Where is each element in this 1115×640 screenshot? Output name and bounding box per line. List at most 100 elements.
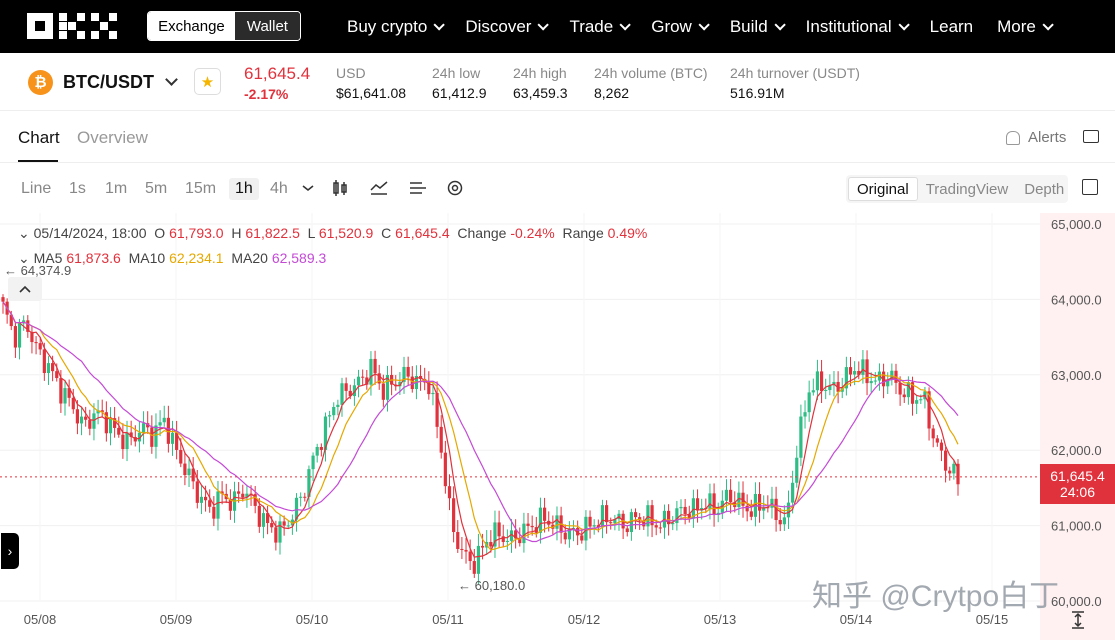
- ma20-value: 62,589.3: [271, 250, 327, 266]
- candle-body: [555, 515, 559, 529]
- candle-body: [71, 397, 75, 410]
- timeframe-1h[interactable]: 1h: [229, 178, 259, 200]
- nav-build[interactable]: Build: [730, 17, 786, 37]
- x-tick-label: 05/08: [24, 612, 57, 627]
- wallet-toggle-button[interactable]: Wallet: [234, 12, 300, 40]
- candle-body: [336, 404, 340, 407]
- candle-body: [179, 449, 183, 464]
- high-value: 61,822.5: [245, 225, 300, 241]
- candle-body: [869, 381, 873, 384]
- candle-body: [439, 426, 443, 453]
- nav-institutional[interactable]: Institutional: [806, 17, 910, 37]
- range-value: 0.49%: [607, 225, 648, 241]
- y-tick-label: 63,000.0: [1051, 368, 1102, 383]
- candlestick-type-icon[interactable]: [330, 178, 350, 198]
- timeframe-line[interactable]: Line: [21, 180, 52, 197]
- nav-label: More: [997, 16, 1036, 36]
- low-marker: ← 60,180.0: [458, 578, 525, 593]
- timeframe-chevron-down-icon[interactable]: [298, 178, 318, 198]
- fullscreen-icon[interactable]: [1082, 179, 1098, 195]
- bitcoin-icon: ₿: [28, 70, 53, 95]
- candle-body: [667, 510, 671, 525]
- low-value: 61,520.9: [318, 225, 374, 241]
- collapse-indicators-button[interactable]: [8, 277, 42, 301]
- candle-body: [241, 493, 245, 498]
- timeframe-15m[interactable]: 15m: [185, 180, 217, 197]
- stat-label: USD: [336, 65, 366, 81]
- candle-body: [625, 528, 629, 533]
- okx-logo[interactable]: [27, 13, 117, 39]
- candle-body: [162, 417, 166, 423]
- stat-value: 61,412.9: [432, 85, 487, 101]
- candle-body: [150, 427, 154, 447]
- expand-panel-button[interactable]: ›: [1, 533, 19, 569]
- nav-label: Buy crypto: [347, 16, 428, 36]
- timeframe-1s[interactable]: 1s: [69, 180, 86, 197]
- candle-body: [910, 382, 915, 404]
- candle-body: [17, 323, 22, 348]
- trading-pair[interactable]: BTC/USDT: [63, 72, 154, 92]
- candle-body: [146, 423, 150, 428]
- timeframe-5m[interactable]: 5m: [145, 180, 168, 197]
- view-original[interactable]: Original: [848, 177, 918, 201]
- candle-body: [588, 516, 592, 527]
- candlestick-chart[interactable]: 65,000.0 64,000.0 63,000.0 62,000.0 61,000.0…: [0, 213, 1115, 640]
- stat-24h-volume: 24h volume (BTC) 8,262: [594, 65, 708, 101]
- candle-body: [650, 505, 654, 526]
- ma5-line: [2, 301, 959, 558]
- settings-gear-icon[interactable]: [445, 178, 465, 198]
- candle-body: [902, 394, 906, 398]
- timeframe-4h[interactable]: 4h: [270, 180, 288, 197]
- chevron-down-icon: [898, 18, 910, 31]
- alerts-button[interactable]: Alerts: [1006, 129, 1066, 146]
- candle-body: [344, 383, 348, 391]
- drawing-tools-icon[interactable]: [408, 178, 428, 198]
- nav-grow[interactable]: Grow: [651, 17, 710, 37]
- chevron-down-icon[interactable]: [165, 73, 178, 86]
- candle-body: [96, 410, 100, 414]
- candle-body: [79, 416, 84, 424]
- range-label: Range: [562, 225, 604, 241]
- top-nav: Exchange Wallet Buy crypto Discover Trad…: [0, 0, 1115, 53]
- price-chart[interactable]: 65,000.0 64,000.0 63,000.0 62,000.0 61,000.0…: [0, 213, 1115, 640]
- view-tradingview[interactable]: TradingView: [925, 180, 1009, 198]
- nav-more[interactable]: More: [997, 16, 1054, 37]
- timeframe-1m[interactable]: 1m: [105, 180, 128, 197]
- candle-body: [373, 358, 377, 374]
- tab-overview[interactable]: Overview: [77, 128, 148, 147]
- nav-discover[interactable]: Discover: [465, 17, 550, 37]
- candle-body: [919, 399, 923, 401]
- tab-chart[interactable]: Chart: [18, 128, 60, 147]
- candle-body: [729, 489, 733, 503]
- x-tick-label: 05/10: [296, 612, 329, 627]
- last-price-tag: 61,645.4 24:06: [1040, 464, 1115, 504]
- candle-body: [480, 545, 485, 548]
- candle-body: [567, 529, 571, 540]
- candle-body: [505, 540, 509, 542]
- favorite-star-icon[interactable]: ★: [194, 68, 221, 95]
- nav-learn[interactable]: Learn: [930, 17, 973, 37]
- candle-body: [427, 382, 431, 395]
- candle-body: [906, 382, 910, 398]
- candle-body: [332, 406, 336, 416]
- exchange-toggle-button[interactable]: Exchange: [148, 12, 235, 40]
- indicators-icon[interactable]: [369, 178, 389, 198]
- candle-body: [542, 507, 547, 521]
- y-tick-label: 64,000.0: [1051, 292, 1102, 307]
- candle-body: [141, 423, 146, 433]
- candle-body: [795, 457, 799, 483]
- reset-scale-icon[interactable]: [1070, 611, 1086, 629]
- nav-buy-crypto[interactable]: Buy crypto: [347, 16, 446, 37]
- candle-body: [691, 498, 696, 519]
- candle-body: [745, 505, 749, 512]
- candle-body: [497, 522, 501, 537]
- nav-trade[interactable]: Trade: [569, 17, 631, 37]
- candle-body: [369, 358, 373, 385]
- candle-body: [509, 530, 514, 541]
- candle-body: [299, 496, 303, 498]
- layout-icon[interactable]: [1083, 130, 1099, 143]
- candle-body: [522, 523, 526, 544]
- candle-body: [443, 452, 447, 487]
- stat-value: $61,641.08: [336, 85, 407, 101]
- view-depth[interactable]: Depth: [1024, 180, 1065, 198]
